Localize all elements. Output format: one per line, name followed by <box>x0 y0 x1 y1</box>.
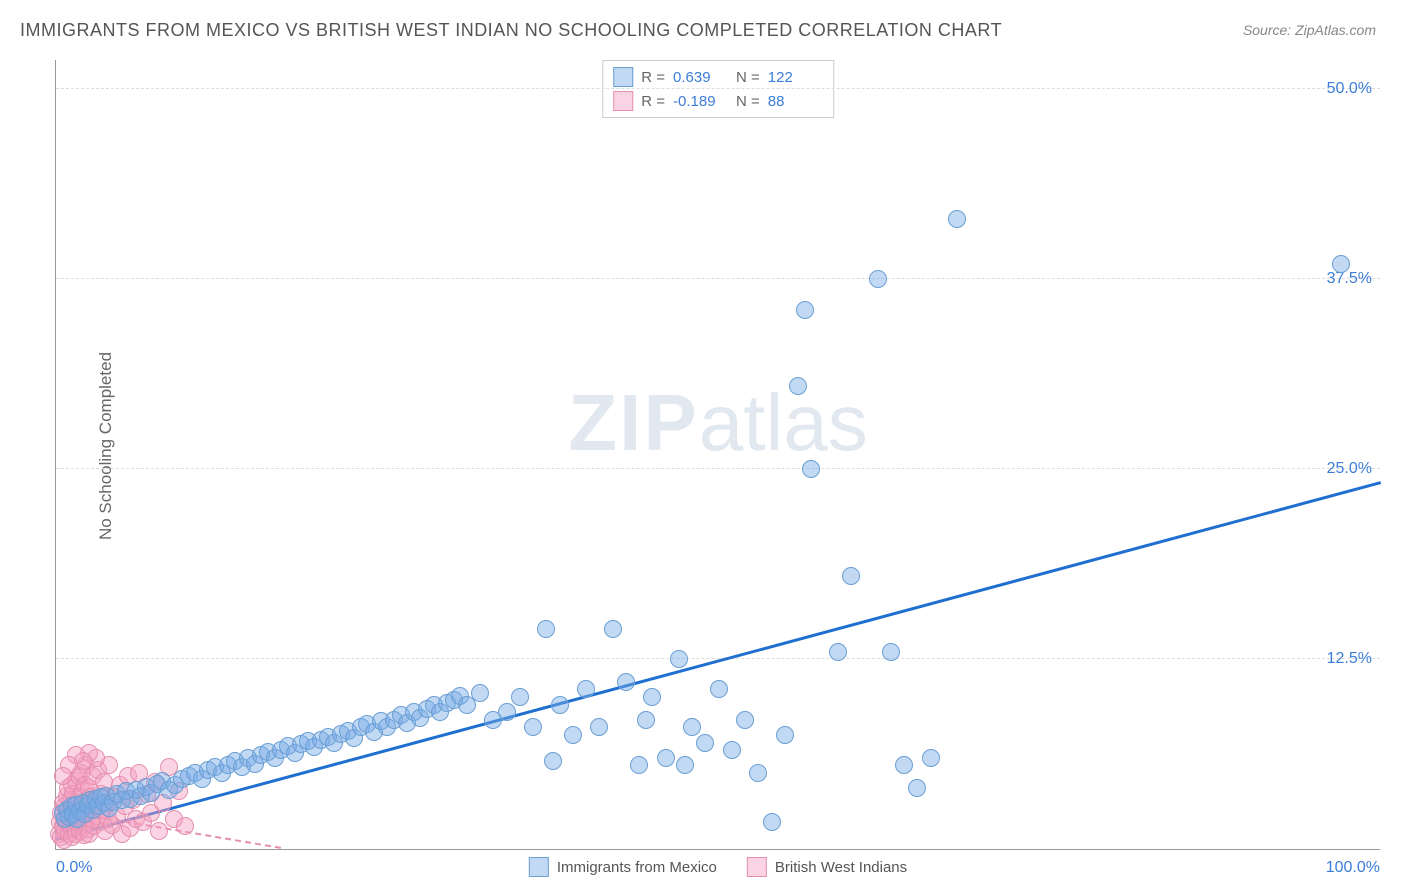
data-point <box>511 688 529 706</box>
data-point <box>498 703 516 721</box>
data-point <box>763 813 781 831</box>
gridline <box>56 88 1380 89</box>
data-point <box>577 680 595 698</box>
data-point <box>948 210 966 228</box>
data-point <box>696 734 714 752</box>
legend-label: Immigrants from Mexico <box>557 859 717 876</box>
y-tick-label: 50.0% <box>1327 80 1372 98</box>
data-point <box>796 301 814 319</box>
stats-row-series-0: R = 0.639 N = 122 <box>613 65 823 89</box>
y-tick-label: 37.5% <box>1327 270 1372 288</box>
watermark: ZIPatlas <box>568 377 867 469</box>
data-point <box>637 711 655 729</box>
data-point <box>736 711 754 729</box>
gridline <box>56 278 1380 279</box>
data-point <box>776 726 794 744</box>
swatch-icon <box>613 91 633 111</box>
y-tick-label: 25.0% <box>1327 460 1372 478</box>
data-point <box>683 718 701 736</box>
data-point <box>842 567 860 585</box>
stats-row-series-1: R = -0.189 N = 88 <box>613 89 823 113</box>
data-point <box>590 718 608 736</box>
data-point <box>604 620 622 638</box>
data-point <box>749 764 767 782</box>
data-point <box>789 377 807 395</box>
data-point <box>657 749 675 767</box>
x-tick-label: 0.0% <box>56 859 92 877</box>
gridline <box>56 468 1380 469</box>
data-point <box>551 696 569 714</box>
watermark-zip: ZIP <box>568 378 698 467</box>
data-point <box>537 620 555 638</box>
r-label: R = <box>641 93 665 110</box>
n-label: N = <box>736 93 760 110</box>
data-point <box>643 688 661 706</box>
legend-label: British West Indians <box>775 859 907 876</box>
data-point <box>676 756 694 774</box>
data-point <box>176 817 194 835</box>
data-point <box>829 643 847 661</box>
data-point <box>869 270 887 288</box>
data-point <box>630 756 648 774</box>
data-point <box>802 460 820 478</box>
chart-title: IMMIGRANTS FROM MEXICO VS BRITISH WEST I… <box>20 20 1002 41</box>
watermark-atlas: atlas <box>699 378 868 467</box>
legend-item-1: British West Indians <box>747 857 907 877</box>
data-point <box>471 684 489 702</box>
data-point <box>723 741 741 759</box>
source-attribution: Source: ZipAtlas.com <box>1243 22 1376 38</box>
data-point <box>564 726 582 744</box>
legend: Immigrants from Mexico British West Indi… <box>529 857 907 877</box>
swatch-icon <box>747 857 767 877</box>
data-point <box>908 779 926 797</box>
x-tick-label: 100.0% <box>1326 859 1380 877</box>
data-point <box>922 749 940 767</box>
data-point <box>150 822 168 840</box>
data-point <box>710 680 728 698</box>
legend-item-0: Immigrants from Mexico <box>529 857 717 877</box>
data-point <box>882 643 900 661</box>
scatter-chart: ZIPatlas R = 0.639 N = 122 R = -0.189 N … <box>55 60 1380 850</box>
n-label: N = <box>736 69 760 86</box>
data-point <box>1332 255 1350 273</box>
n-value: 122 <box>768 69 823 86</box>
r-value: 0.639 <box>673 69 728 86</box>
r-label: R = <box>641 69 665 86</box>
data-point <box>54 767 72 785</box>
swatch-icon <box>529 857 549 877</box>
data-point <box>617 673 635 691</box>
data-point <box>895 756 913 774</box>
swatch-icon <box>613 67 633 87</box>
r-value: -0.189 <box>673 93 728 110</box>
n-value: 88 <box>768 93 823 110</box>
trend-line <box>56 481 1382 841</box>
data-point <box>670 650 688 668</box>
data-point <box>524 718 542 736</box>
data-point <box>544 752 562 770</box>
y-tick-label: 12.5% <box>1327 650 1372 668</box>
